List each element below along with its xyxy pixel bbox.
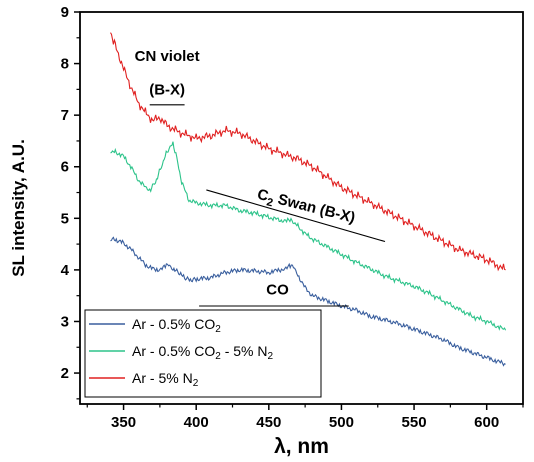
x-tick-label: 350 xyxy=(111,414,136,431)
annotation-layer: CN violet (B-X) C2 Swan (B-X) CO xyxy=(135,48,386,307)
x-tick-label: 400 xyxy=(184,414,209,431)
tick-layer: 350 400 450 500 550 600 2 3 4 5 6 7 8 9 xyxy=(61,4,524,431)
x-tick-label: 500 xyxy=(329,414,354,431)
annotation-cn-violet-bx: (B-X) xyxy=(149,82,185,99)
legend-label-1: Ar - 0.5% CO2 xyxy=(132,316,221,335)
y-tick-label: 8 xyxy=(61,56,69,73)
legend: Ar - 0.5% CO2 Ar - 0.5% CO2 - 5% N2 Ar - 5… xyxy=(84,309,322,398)
y-tick-label: 6 xyxy=(61,159,69,176)
annotation-cn-violet: CN violet xyxy=(135,48,200,65)
y-tick-label: 3 xyxy=(61,313,69,330)
series-layer xyxy=(110,32,507,367)
y-tick-label: 5 xyxy=(61,210,69,227)
x-axis-title: λ, nm xyxy=(274,435,329,458)
series-line-1 xyxy=(110,236,506,367)
y-tick-label: 9 xyxy=(61,4,69,21)
series-line-2 xyxy=(110,141,507,331)
annotation-c2-swan: C2 Swan (B-X) xyxy=(255,186,357,230)
legend-label-3: Ar - 5% N2 xyxy=(132,370,199,389)
legend-label-2: Ar - 0.5% CO2 - 5% N2 xyxy=(132,343,274,362)
y-axis-title: SL intensity, A.U. xyxy=(9,139,28,277)
x-tick-label: 550 xyxy=(402,414,427,431)
x-tick-label: 600 xyxy=(474,414,499,431)
annotation-co: CO xyxy=(266,282,289,299)
plot-frame xyxy=(79,11,524,405)
y-tick-label: 2 xyxy=(61,365,69,382)
series-line-3 xyxy=(110,32,506,272)
annotation-c2-swan-line xyxy=(206,189,386,243)
x-tick-label: 450 xyxy=(256,414,281,431)
y-tick-label: 4 xyxy=(61,262,70,279)
y-tick-label: 7 xyxy=(61,107,69,124)
